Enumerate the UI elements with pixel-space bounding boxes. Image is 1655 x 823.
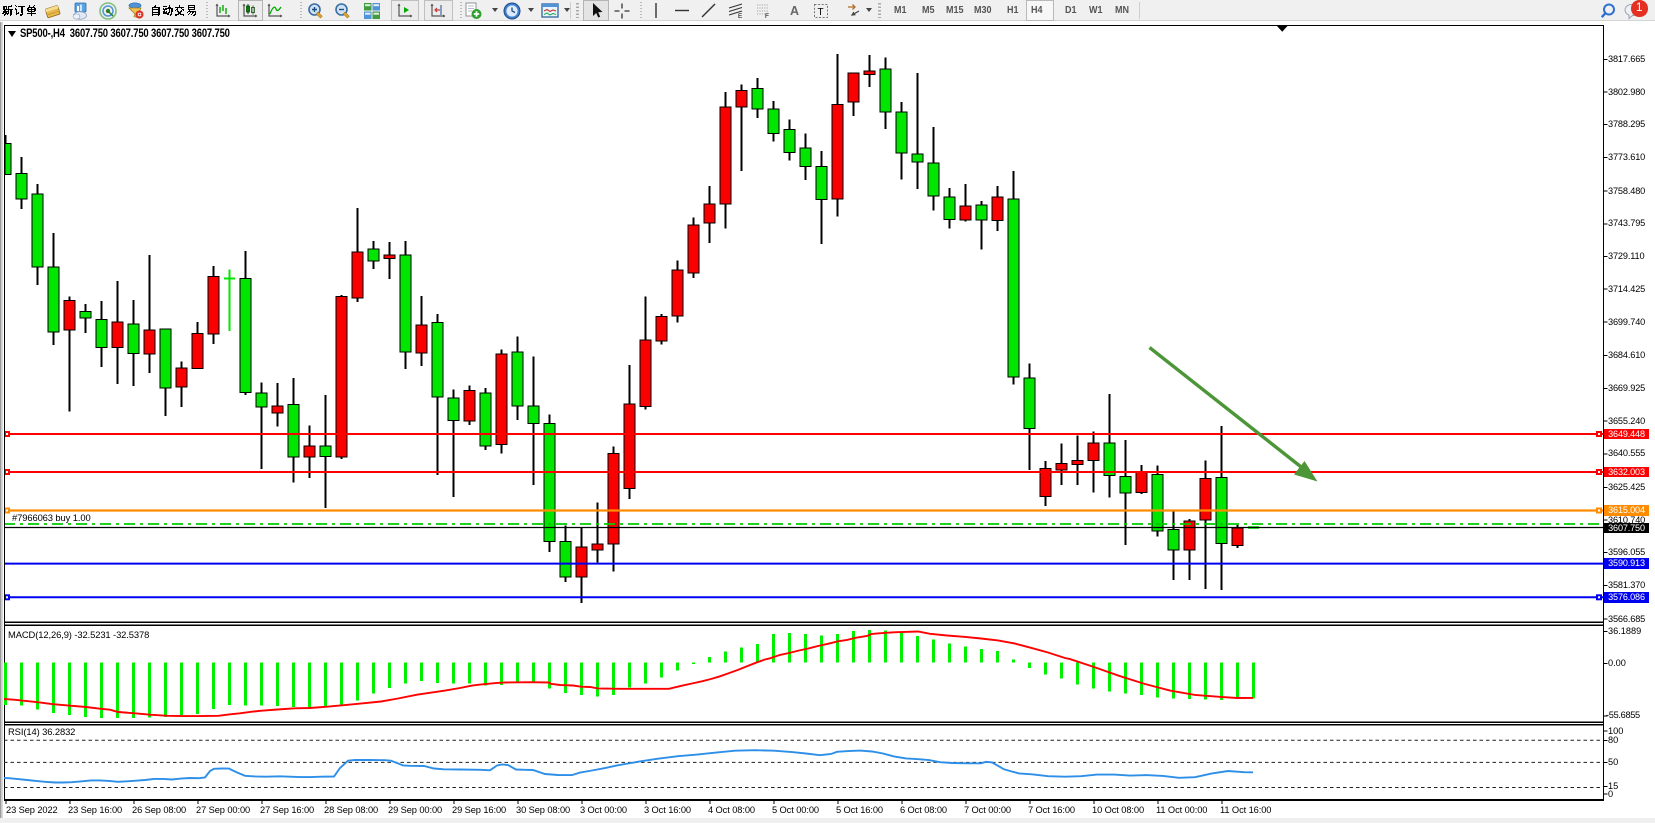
svg-text:T: T — [818, 7, 824, 18]
svg-text:F: F — [765, 13, 769, 20]
svg-text:E: E — [738, 13, 743, 20]
